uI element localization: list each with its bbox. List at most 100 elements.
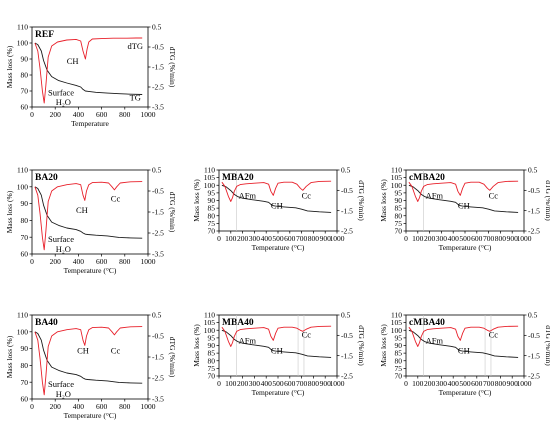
x-tick-label: 600 <box>471 234 483 243</box>
x-tick-label: 0 <box>217 379 221 388</box>
x-tick-label: 800 <box>119 402 131 411</box>
y2-axis-label: dTG (%/min) <box>544 325 550 366</box>
y-tick-label: 110 <box>391 311 402 320</box>
annotation-label: Cc <box>489 190 499 200</box>
y2-tick-label: -0.5 <box>528 331 540 340</box>
x-tick-label: 500 <box>459 379 471 388</box>
y2-axis-label: dTG (%/min) <box>168 337 177 378</box>
y-tick-label: 110 <box>17 23 28 32</box>
y-tick-label: 60 <box>21 250 29 259</box>
x-tick-label: 600 <box>284 379 296 388</box>
series-line-dtg <box>408 325 519 347</box>
y2-tick-label: -0.5 <box>152 43 164 52</box>
y2-tick-label: -2.5 <box>341 372 353 381</box>
y-tick-label: 95 <box>395 333 403 342</box>
y2-tick-label: -1.5 <box>341 351 353 360</box>
panel-mba20: 0 100 200 300 400 500 600 700 800 900100070758085… <box>192 166 366 252</box>
x-tick-label: 900 <box>320 379 332 388</box>
x-tick-label: 1000 <box>517 234 532 243</box>
x-tick-label: 400 <box>448 379 460 388</box>
x-tick-label: 100 <box>225 379 237 388</box>
panel-title: BA20 <box>35 173 58 183</box>
y-axis-label: Mass loss (%) <box>5 190 14 233</box>
y2-tick-label: -0.5 <box>341 331 353 340</box>
x-axis-label: Temperature (°C) <box>439 388 492 397</box>
x-tick-label: 700 <box>296 234 308 243</box>
annotation-label: TG <box>130 92 141 102</box>
annotation-label: CH <box>67 56 79 66</box>
x-tick-label: 200 <box>50 110 62 119</box>
y-tick-label: 90 <box>208 341 216 350</box>
y2-tick-label: 0.5 <box>152 166 162 175</box>
y2-tick-label: -1.5 <box>528 206 540 215</box>
x-tick-label: 300 <box>436 379 448 388</box>
y2-tick-label: -1.5 <box>152 208 164 217</box>
y-tick-label: 90 <box>21 199 29 208</box>
x-tick-label: 500 <box>459 234 471 243</box>
x-axis-label: Temperature (°C) <box>64 411 117 420</box>
panel-cmba40: 0 100 200 300 400 500 600 700 800 900100070758085… <box>379 311 550 397</box>
x-tick-label: 700 <box>483 234 495 243</box>
y-tick-label: 80 <box>395 356 403 365</box>
y-tick-label: 100 <box>17 39 29 48</box>
y-tick-label: 70 <box>208 227 216 236</box>
panel-title: MBA40 <box>222 318 254 328</box>
y2-tick-label: -1.5 <box>341 206 353 215</box>
x-tick-label: 800 <box>119 257 131 266</box>
y-tick-label: 100 <box>204 326 216 335</box>
x-tick-label: 0 <box>30 402 34 411</box>
x-tick-label: 700 <box>296 379 308 388</box>
y2-tick-label: 0.5 <box>341 311 351 320</box>
y-tick-label: 75 <box>208 364 216 373</box>
annotation-label: CH <box>271 201 283 211</box>
y2-tick-label: -3.5 <box>152 250 164 259</box>
y-tick-label: 95 <box>208 188 216 197</box>
y-tick-label: 75 <box>395 364 403 373</box>
panel-ba20: 0 200 400 600 800 1000 60 70 80 90 100 110 -3.5 -2.5 -… <box>5 166 177 275</box>
x-tick-label: 1000 <box>330 234 345 243</box>
x-tick-label: 100 <box>225 234 237 243</box>
series-line-dtg <box>34 326 143 396</box>
x-tick-label: 200 <box>424 234 436 243</box>
y-tick-label: 70 <box>21 233 29 242</box>
series-line-tg <box>34 42 143 95</box>
y-tick-label: 70 <box>395 227 403 236</box>
series-line-dtg <box>221 325 332 347</box>
x-tick-label: 900 <box>507 379 519 388</box>
annotation-label: Surface <box>48 88 74 98</box>
y-tick-label: 90 <box>21 55 29 64</box>
x-tick-label: 400 <box>261 379 273 388</box>
x-tick-label: 700 <box>483 379 495 388</box>
y-tick-label: 80 <box>21 216 29 225</box>
y-axis-label: Mass loss (%) <box>379 179 388 222</box>
x-tick-label: 400 <box>73 110 85 119</box>
x-tick-label: 100 <box>412 379 424 388</box>
y2-tick-label: -2.5 <box>341 227 353 236</box>
x-tick-label: 1000 <box>141 110 156 119</box>
annotation-label: Cc <box>111 193 121 203</box>
y-tick-label: 70 <box>21 87 29 96</box>
x-tick-label: 1000 <box>330 379 345 388</box>
y2-tick-label: -1.5 <box>152 63 164 72</box>
x-tick-label: 900 <box>507 234 519 243</box>
y-tick-label: 100 <box>17 327 29 336</box>
y2-axis-label: dTG (%/min) <box>168 192 177 233</box>
annotation-label: AFm <box>426 335 444 345</box>
y-tick-label: 85 <box>395 349 403 358</box>
annotation-label: AFm <box>426 190 444 200</box>
x-tick-label: 900 <box>320 234 332 243</box>
series-line-tg <box>34 186 143 239</box>
y2-axis-label: dTG (%/min) <box>357 180 366 221</box>
annotation-label: Surface <box>48 234 74 244</box>
x-tick-label: 800 <box>495 379 507 388</box>
annotation-label: CH <box>271 346 283 356</box>
y-tick-label: 105 <box>391 173 403 182</box>
x-tick-label: 0 <box>30 110 34 119</box>
y2-tick-label: -1.5 <box>152 353 164 362</box>
y-tick-label: 60 <box>21 395 29 404</box>
y-tick-label: 105 <box>204 318 216 327</box>
x-tick-label: 400 <box>73 402 85 411</box>
annotation-label: H₂O <box>56 97 71 107</box>
y2-tick-label: 0.5 <box>528 311 538 320</box>
panel-title: REF <box>35 30 54 40</box>
